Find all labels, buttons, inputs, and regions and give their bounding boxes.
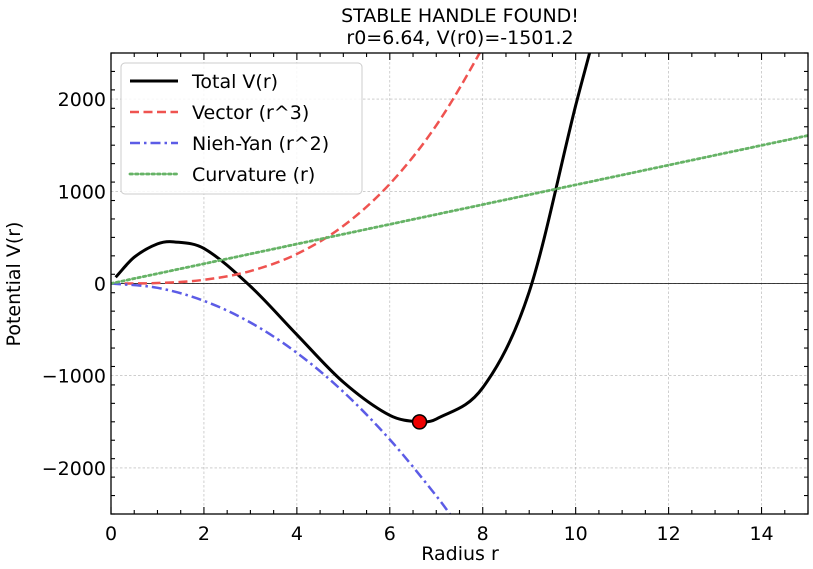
x-tick-label: 14 (749, 523, 773, 545)
y-tick-label: 0 (94, 274, 106, 296)
x-tick-label: 12 (657, 523, 681, 545)
series-line-3 (111, 134, 808, 285)
legend-frame (120, 62, 363, 195)
series-line-0 (114, 53, 592, 424)
legend: Total V(r) Vector (r^3) Nieh-Yan (r^2) Curv… (120, 62, 363, 195)
ticks (110, 52, 809, 515)
series-line-2 (111, 282, 452, 514)
marker-layer (411, 414, 428, 430)
series-layer (111, 53, 808, 514)
y-axis-label: Potential V(r) (3, 222, 25, 347)
legend-label-0: Total V(r) (191, 71, 278, 93)
series-line-1 (111, 53, 482, 285)
title-line-2: r0=6.64, V(r0)=-1501.2 (346, 27, 573, 49)
x-tick-label: 8 (477, 523, 489, 545)
x-tick-label: 2 (198, 523, 210, 545)
tick-labels: 0 2 4 6 8 10 12 14 −2000 −1000 0 1000 2000 (42, 89, 774, 545)
stable-point-marker (411, 414, 428, 430)
title-line-1: STABLE HANDLE FOUND! (341, 5, 579, 27)
legend-label-1: Vector (r^3) (192, 102, 309, 124)
legend-label-2: Nieh-Yan (r^2) (192, 133, 329, 155)
x-tick-label: 10 (564, 523, 588, 545)
y-tick-label: 2000 (58, 89, 106, 111)
y-tick-label: −1000 (42, 366, 106, 388)
x-tick-label: 4 (291, 523, 303, 545)
legend-label-3: Curvature (r) (192, 164, 315, 186)
y-tick-label: −2000 (42, 458, 106, 480)
x-tick-label: 0 (105, 523, 117, 545)
y-tick-label: 1000 (58, 181, 106, 203)
x-axis-label: Radius r (421, 543, 499, 565)
x-tick-label: 6 (384, 523, 396, 545)
